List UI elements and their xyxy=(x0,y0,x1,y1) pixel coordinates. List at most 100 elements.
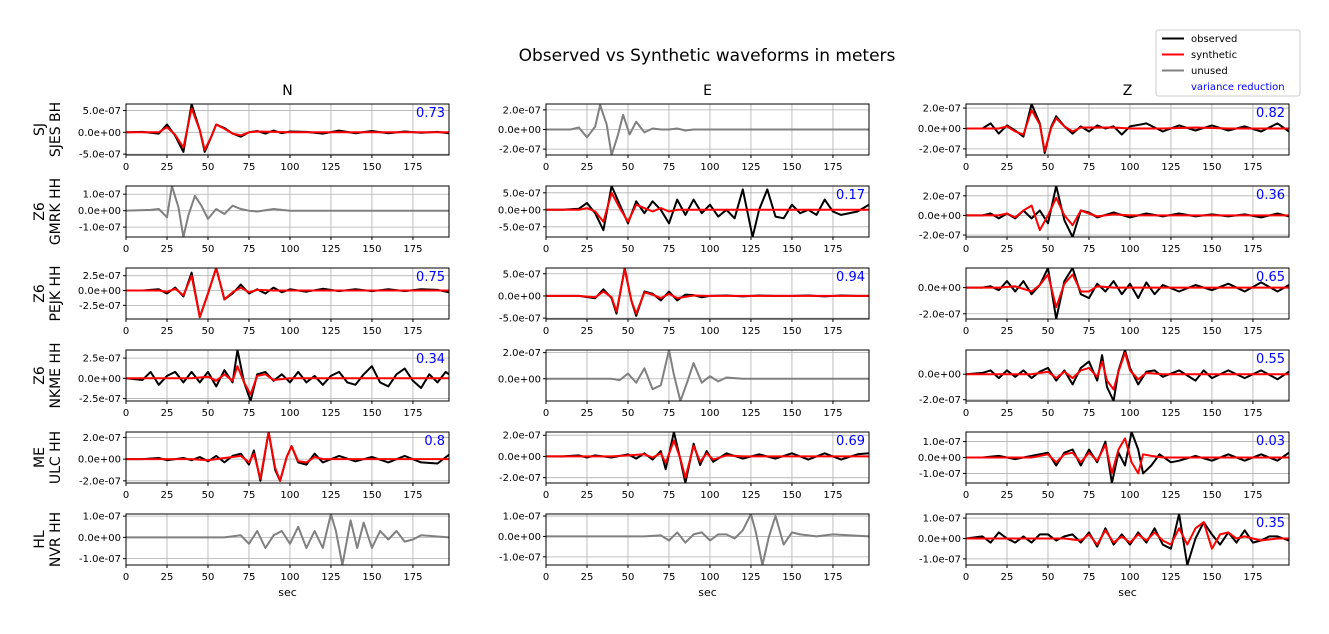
x-tick-label: 50 xyxy=(622,572,635,583)
column-title-N: N xyxy=(282,83,292,99)
y-tick-label: 0.0e+00 xyxy=(918,370,961,381)
x-tick-label: 25 xyxy=(161,408,174,419)
x-tick-label: 75 xyxy=(243,490,256,501)
x-tick-label: 50 xyxy=(202,244,215,255)
panel-Z6-PEJK-HH-E: 5.0e-07 0.0e+00 -5.0e-070 25 50 75 100 125 150 17… xyxy=(498,267,870,337)
x-tick-label: 50 xyxy=(622,162,635,173)
x-tick-label: 125 xyxy=(1161,490,1180,501)
panel-ME-ULC-HH-Z: 1.0e-07 0.0e+00 -1.0e-070 25 50 75 100 125 150 17… xyxy=(918,431,1290,501)
legend: observed synthetic unused variance reductio… xyxy=(1155,29,1301,97)
x-tick-label: 125 xyxy=(321,408,340,419)
panel-frame xyxy=(965,185,1290,238)
x-tick-label: 175 xyxy=(1243,572,1262,583)
x-tick-label: 175 xyxy=(403,162,422,173)
x-tick-label: 100 xyxy=(1120,408,1139,419)
x-tick-label: 75 xyxy=(1083,326,1096,337)
x-tick-label: 75 xyxy=(663,244,676,255)
x-tick-label: 0 xyxy=(963,326,969,337)
x-tick-label: 175 xyxy=(1243,490,1262,501)
row-network: Z6 xyxy=(32,284,48,303)
x-tick-label: 150 xyxy=(1202,162,1221,173)
y-tick-label: -1.0e-07 xyxy=(919,469,961,480)
x-tick-label: 150 xyxy=(782,244,801,255)
x-tick-label: 25 xyxy=(1001,162,1014,173)
x-axis-label: sec xyxy=(698,586,717,599)
x-tick-label: 150 xyxy=(362,244,381,255)
x-tick-label: 150 xyxy=(362,162,381,173)
x-tick-label: 75 xyxy=(243,572,256,583)
row-network: Z6 xyxy=(32,202,48,221)
panel-background xyxy=(546,186,869,237)
row-label-2: Z6PEJK HH xyxy=(32,265,64,321)
x-tick-label: 50 xyxy=(1042,162,1055,173)
panel-Z6-NKME-HH-Z: 0.0e+00 -2.0e-070 25 50 75 100 125 150 175 0.55 xyxy=(918,349,1290,419)
variance-reduction-value: 0.65 xyxy=(1256,270,1285,285)
x-tick-label: 150 xyxy=(782,408,801,419)
y-tick-label: -1.0e-07 xyxy=(79,554,121,565)
x-tick-label: 25 xyxy=(161,490,174,501)
x-tick-label: 175 xyxy=(1243,162,1262,173)
row-station: GMRK HH xyxy=(48,178,64,245)
y-tick-label: -2.0e-07 xyxy=(919,309,961,320)
variance-reduction-value: 0.36 xyxy=(1256,188,1285,203)
unused-line xyxy=(546,350,869,401)
panel-frame xyxy=(125,431,450,484)
y-tick-label: 0.0e+00 xyxy=(498,374,541,385)
x-tick-label: 150 xyxy=(1202,244,1221,255)
synthetic-line xyxy=(126,365,449,396)
x-tick-label: 0 xyxy=(543,244,549,255)
x-tick-label: 0 xyxy=(963,490,969,501)
x-tick-label: 25 xyxy=(581,244,594,255)
synthetic-line xyxy=(546,439,869,479)
panel-Z6-GMRK-HH-E: 5.0e-07 0.0e+00 -5.0e-070 25 50 75 100 125 150 17… xyxy=(498,185,870,255)
panel-SJ-SJES-BH-Z: 2.0e-07 0.0e+00 -2.0e-070 25 50 75 100 125 150 17… xyxy=(918,103,1290,173)
x-tick-label: 75 xyxy=(663,490,676,501)
variance-reduction-value: 0.35 xyxy=(1256,516,1285,531)
synthetic-line xyxy=(546,191,869,223)
x-axis-label: sec xyxy=(1118,586,1137,599)
x-tick-label: 75 xyxy=(243,244,256,255)
row-label-1: Z6GMRK HH xyxy=(32,178,64,245)
x-tick-label: 100 xyxy=(280,408,299,419)
y-tick-label: 0.0e+00 xyxy=(918,211,961,222)
x-tick-label: 125 xyxy=(321,490,340,501)
unused-line xyxy=(546,104,869,155)
variance-reduction-value: 0.69 xyxy=(836,434,865,449)
synthetic-line xyxy=(126,432,449,482)
panel-frame xyxy=(965,349,1290,402)
panel-Z6-PEJK-HH-N: 2.5e-07 0.0e+00 -2.5e-07 0 25 50 75 100 125 150 17… xyxy=(78,267,450,337)
synthetic-line xyxy=(546,268,869,315)
y-tick-label: 0.0e+00 xyxy=(78,455,121,466)
y-tick-label: 2.0e-07 xyxy=(83,433,121,444)
y-tick-label: 0.0e+00 xyxy=(498,291,541,302)
y-tick-label: -2.0e-07 xyxy=(499,473,541,484)
y-tick-label: 2.0e-07 xyxy=(923,104,961,115)
legend-label-variance-reduction: variance reduction xyxy=(1191,82,1285,93)
x-tick-label: 175 xyxy=(823,572,842,583)
x-tick-label: 175 xyxy=(1243,326,1262,337)
row-network: SJ xyxy=(32,123,48,136)
row-network: Z6 xyxy=(32,366,48,385)
row-label-0: SJSJES BH xyxy=(32,102,64,157)
x-tick-label: 175 xyxy=(403,244,422,255)
row-station: NKME HH xyxy=(48,342,64,408)
x-tick-label: 50 xyxy=(1042,572,1055,583)
variance-reduction-value: 0.82 xyxy=(1256,106,1285,121)
panel-background xyxy=(966,186,1289,237)
y-tick-label: 1.0e-07 xyxy=(503,512,541,523)
x-tick-label: 75 xyxy=(1083,162,1096,173)
x-tick-label: 125 xyxy=(741,572,760,583)
panel-SJ-SJES-BH-N: 5.0e-07 0.0e+00 -5.0e-070 25 50 75 100 125 150 17… xyxy=(78,103,450,173)
variance-reduction-value: 0.03 xyxy=(1256,434,1285,449)
y-tick-label: -2.0e-07 xyxy=(919,395,961,406)
x-tick-label: 25 xyxy=(1001,244,1014,255)
panel-frame xyxy=(125,349,450,402)
x-tick-label: 75 xyxy=(663,408,676,419)
x-tick-label: 125 xyxy=(1161,162,1180,173)
y-tick-label: 0.0e+00 xyxy=(498,532,541,543)
panel-ME-ULC-HH-N: 2.0e-07 0.0e+00 -2.0e-070 25 50 75 100 125 150 17… xyxy=(78,431,450,501)
x-tick-label: 25 xyxy=(581,490,594,501)
y-tick-label: 0.0e+00 xyxy=(918,283,961,294)
x-tick-label: 50 xyxy=(1042,244,1055,255)
x-tick-label: 50 xyxy=(202,408,215,419)
